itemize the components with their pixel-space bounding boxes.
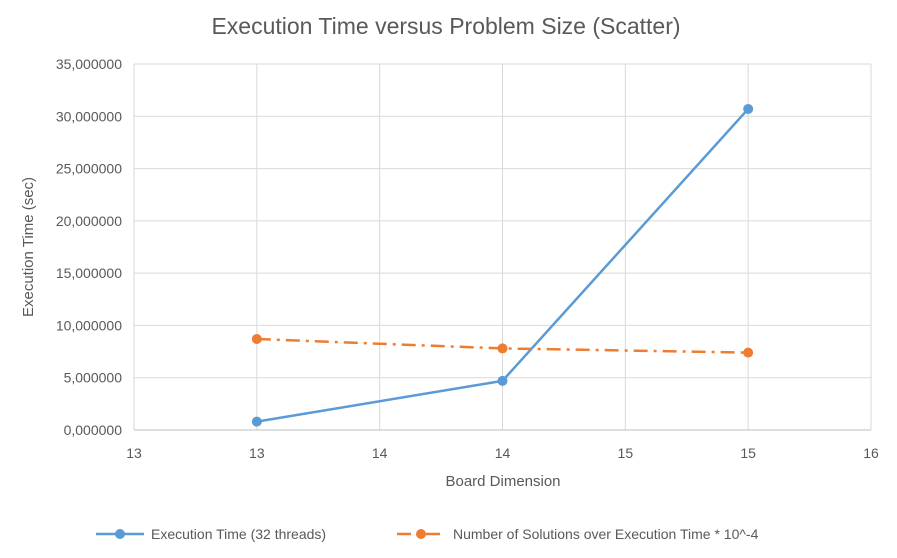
data-point <box>743 103 754 114</box>
data-point <box>497 375 508 386</box>
x-axis-label: Board Dimension <box>445 473 560 490</box>
legend: Execution Time (32 threads) Number of Sol… <box>96 526 759 542</box>
data-point <box>497 343 508 354</box>
x-tick-label: 15 <box>618 445 634 461</box>
x-tick-label: 15 <box>740 445 756 461</box>
y-tick-label: 20,000000 <box>56 213 122 229</box>
y-tick-label: 30,000000 <box>56 108 122 124</box>
plot-series <box>251 103 754 427</box>
data-point <box>251 334 262 345</box>
x-tick-label: 16 <box>863 445 879 461</box>
x-tick-label: 13 <box>126 445 142 461</box>
axes: 0,000000 5,000000 10,000000 15,000000 20,000… <box>56 56 879 461</box>
data-point <box>251 416 262 427</box>
legend-label: Execution Time (32 threads) <box>151 526 326 542</box>
legend-label: Number of Solutions over Execution Time … <box>453 526 759 542</box>
legend-marker <box>115 529 125 539</box>
legend-item: Number of Solutions over Execution Time … <box>397 526 759 542</box>
legend-marker <box>416 529 426 539</box>
grid <box>133 63 872 431</box>
y-tick-label: 25,000000 <box>56 161 122 177</box>
x-tick-label: 13 <box>249 445 265 461</box>
x-tick-label: 14 <box>372 445 388 461</box>
y-tick-label: 10,000000 <box>56 317 122 333</box>
data-point <box>743 347 754 358</box>
legend-item: Execution Time (32 threads) <box>96 526 326 542</box>
y-tick-label: 35,000000 <box>56 56 122 72</box>
y-tick-label: 5,000000 <box>64 370 123 386</box>
chart-title: Execution Time versus Problem Size (Scat… <box>211 13 680 39</box>
x-tick-label: 14 <box>495 445 511 461</box>
y-tick-label: 0,000000 <box>64 422 123 438</box>
y-tick-label: 15,000000 <box>56 265 122 281</box>
y-axis-label: Execution Time (sec) <box>20 177 37 317</box>
